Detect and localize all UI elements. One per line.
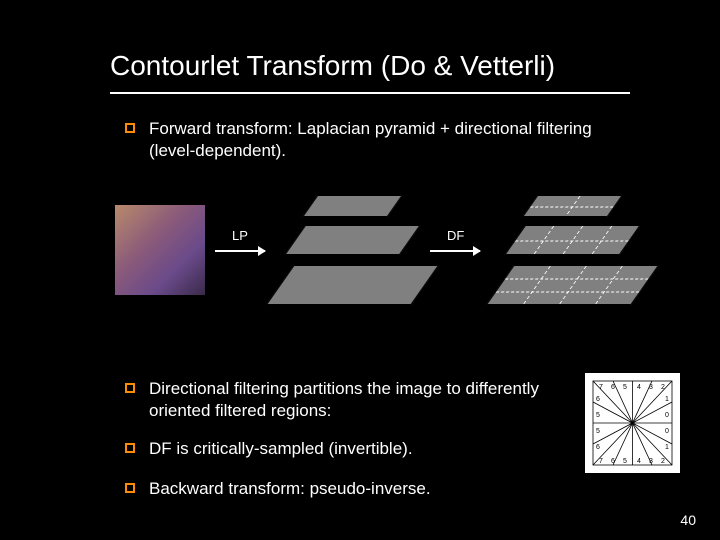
svg-text:1: 1 [665,444,669,451]
svg-text:2: 2 [661,384,665,391]
df-level-0-subbands [524,196,621,216]
direction-wheel-diagram: 7 6 5 4 3 2 1 0 0 1 2 3 4 5 6 7 6 5 5 6 [585,373,680,473]
df-level-0 [522,195,622,217]
svg-text:7: 7 [599,458,603,465]
df-level-2-subbands [488,266,658,304]
svg-text:5: 5 [623,384,627,391]
svg-text:6: 6 [611,458,615,465]
svg-text:4: 4 [637,384,641,391]
arrow-df [430,250,480,252]
slide-title: Contourlet Transform (Do & Vetterli) [110,50,555,82]
lp-label: LP [232,228,248,243]
title-underline [110,92,630,94]
bullet-marker-icon [125,443,135,453]
svg-text:6: 6 [596,444,600,451]
bullet-marker-icon [125,383,135,393]
svg-text:2: 2 [661,458,665,465]
bullet-4-text: Backward transform: pseudo-inverse. [149,478,431,500]
df-level-2 [486,265,659,305]
svg-text:5: 5 [596,412,600,419]
direction-wheel-svg: 7 6 5 4 3 2 1 0 0 1 2 3 4 5 6 7 6 5 5 6 [585,373,680,473]
source-image-lena [115,205,205,295]
svg-text:3: 3 [649,384,653,391]
svg-text:0: 0 [665,428,669,435]
svg-text:4: 4 [637,458,641,465]
lp-level-1 [284,225,420,255]
slide-number: 40 [680,512,696,528]
svg-text:3: 3 [649,458,653,465]
bullet-1-text: Forward transform: Laplacian pyramid + d… [149,118,609,162]
bullet-2-text: Directional filtering partitions the ima… [149,378,559,422]
bullet-marker-icon [125,483,135,493]
bullet-4: Backward transform: pseudo-inverse. [125,478,431,500]
bullet-1: Forward transform: Laplacian pyramid + d… [125,118,609,162]
svg-text:5: 5 [623,458,627,465]
bullet-3: DF is critically-sampled (invertible). [125,438,413,460]
lp-level-2 [266,265,439,305]
svg-text:0: 0 [665,412,669,419]
svg-text:6: 6 [611,384,615,391]
bullet-marker-icon [125,123,135,133]
lp-level-0 [302,195,402,217]
bullet-3-text: DF is critically-sampled (invertible). [149,438,413,460]
df-label: DF [447,228,464,243]
bullet-2: Directional filtering partitions the ima… [125,378,559,422]
df-level-1-subbands [506,226,639,254]
arrow-lp [215,250,265,252]
svg-text:7: 7 [599,384,603,391]
df-level-1 [504,225,640,255]
svg-text:5: 5 [596,428,600,435]
svg-text:1: 1 [665,396,669,403]
svg-text:6: 6 [596,396,600,403]
